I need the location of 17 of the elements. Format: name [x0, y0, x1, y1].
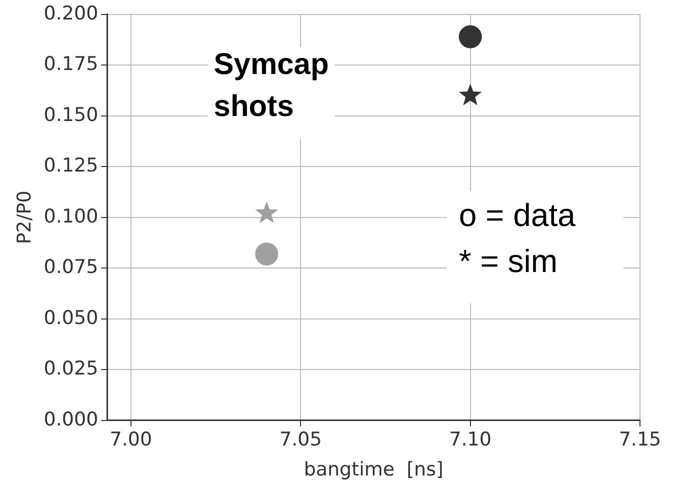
x-axis-title: bangtime [ns]	[304, 458, 444, 481]
y-tick-label: 0.175	[44, 53, 98, 76]
annotation: o = data * = sim	[458, 196, 576, 279]
y-axis-title: P2/P0	[13, 190, 36, 244]
y-tick-label: 0.150	[44, 104, 98, 126]
y-tick-label: 0.125	[44, 154, 98, 177]
y-tick-label: 0.075	[44, 256, 98, 278]
x-tick-label: 7.05	[279, 428, 322, 451]
x-tick-label: 7.00	[110, 428, 152, 451]
annotation: Symcap shots	[214, 48, 329, 124]
y-tick-label: 0.200	[44, 2, 98, 24]
y-tick-label: 0.100	[44, 205, 98, 228]
y-tick-label: 0.050	[44, 306, 98, 329]
y-tick-label: 0.000	[44, 408, 98, 430]
x-tick-label: 7.10	[449, 428, 492, 451]
y-tick-label: 0.025	[44, 358, 98, 380]
x-tick-label: 7.15	[618, 428, 662, 451]
